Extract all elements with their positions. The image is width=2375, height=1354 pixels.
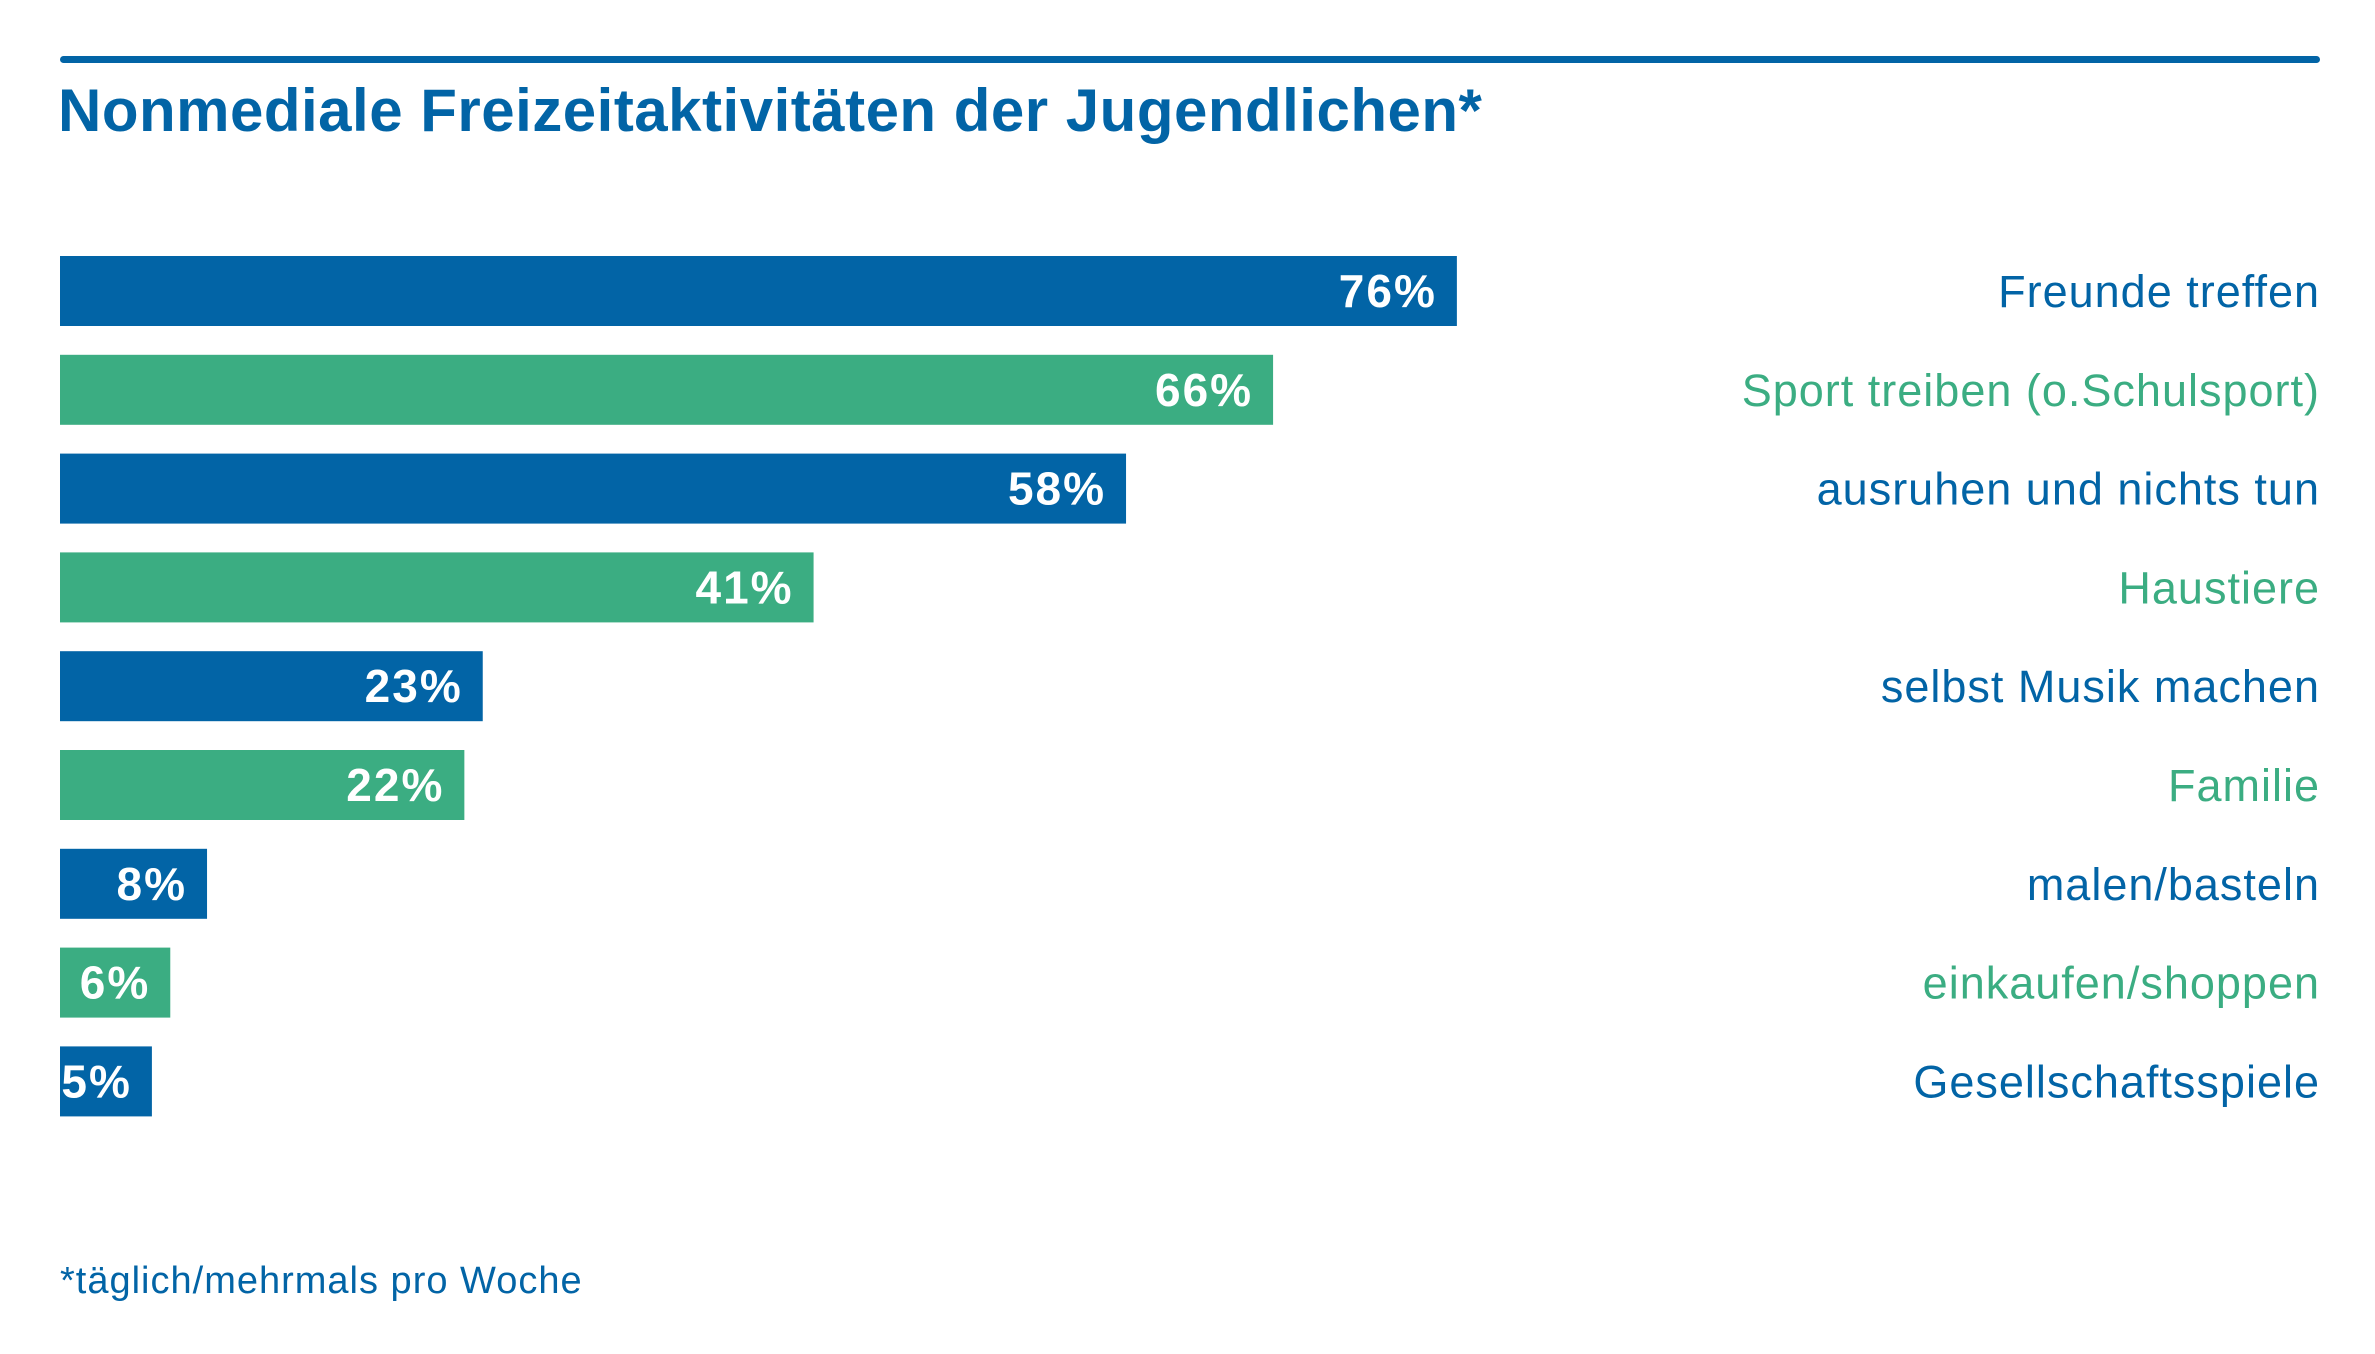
category-label: einkaufen/shoppen bbox=[1923, 958, 2320, 1009]
category-label: Sport treiben (o.Schulsport) bbox=[1742, 365, 2320, 416]
data-label: 76% bbox=[1339, 265, 1437, 317]
data-label: 8% bbox=[117, 858, 187, 910]
title-rule bbox=[60, 56, 2320, 63]
data-label: 22% bbox=[346, 759, 444, 811]
bar bbox=[60, 354, 1274, 425]
footnote: *täglich/mehrmals pro Woche bbox=[60, 1260, 583, 1302]
bar bbox=[60, 848, 208, 919]
category-label: Gesellschaftsspiele bbox=[1913, 1056, 2320, 1107]
bar bbox=[60, 1046, 152, 1117]
category-label: Familie bbox=[2168, 760, 2320, 811]
category-label: Haustiere bbox=[2118, 562, 2320, 613]
bar bbox=[60, 453, 1127, 524]
data-label: 6% bbox=[80, 957, 150, 1009]
bar bbox=[60, 256, 1457, 326]
data-label: 58% bbox=[1008, 463, 1106, 515]
data-label: 23% bbox=[365, 660, 463, 712]
category-label: ausruhen und nichts tun bbox=[1817, 464, 2320, 515]
category-label: malen/basteln bbox=[2027, 859, 2320, 910]
category-label: selbst Musik machen bbox=[1881, 661, 2320, 712]
bar bbox=[60, 947, 171, 1018]
chart-title: Nonmediale Freizeitaktivitäten der Jugen… bbox=[58, 77, 1483, 144]
data-label: 66% bbox=[1155, 364, 1253, 416]
bar bbox=[60, 651, 483, 722]
data-label: 5% bbox=[61, 1055, 131, 1107]
data-label: 41% bbox=[696, 561, 794, 613]
category-label: Freunde treffen bbox=[1998, 266, 2320, 317]
bar bbox=[60, 750, 465, 820]
bar bbox=[60, 552, 814, 623]
